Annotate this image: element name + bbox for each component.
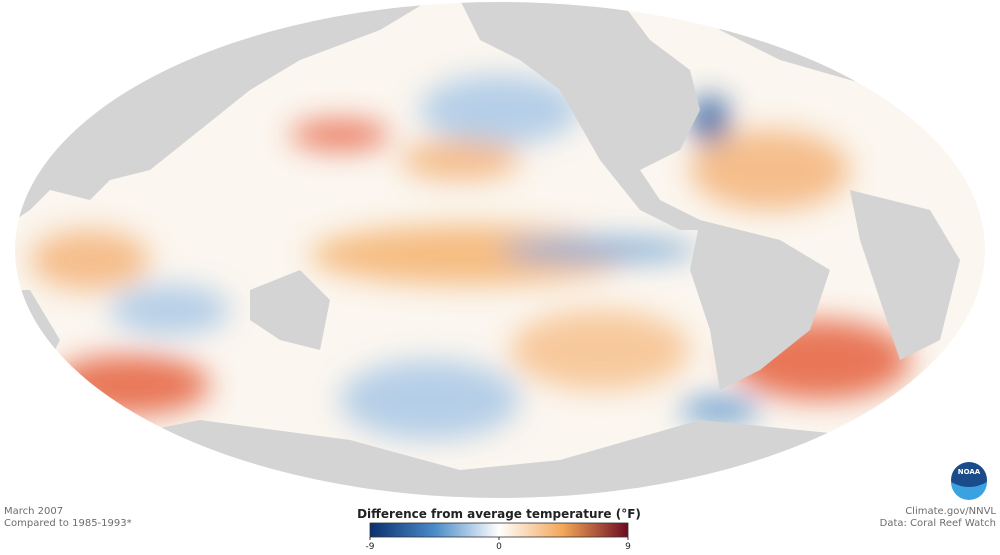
colorbar-tick-label: 9 xyxy=(625,542,631,552)
date: March 2007 xyxy=(4,506,63,517)
noaa-logo: NOAA xyxy=(951,462,987,500)
data-credit: Data: Coral Reef Watch xyxy=(880,518,996,529)
baseline: Compared to 1985-1993* xyxy=(4,518,132,529)
colorbar-tick-label: 0 xyxy=(496,542,502,552)
logo-text: NOAA xyxy=(958,468,981,476)
colorbar-tick-label: -9 xyxy=(366,542,375,552)
colorbar xyxy=(369,522,629,538)
legend-title: Difference from average temperature (°F) xyxy=(357,507,641,521)
legend: -9 0 9 xyxy=(366,522,631,552)
source: Climate.gov/NNVL xyxy=(905,506,996,517)
